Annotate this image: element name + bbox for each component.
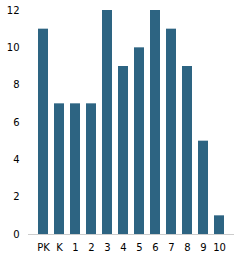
svg-text:7: 7	[168, 242, 174, 253]
svg-text:8: 8	[184, 242, 190, 253]
svg-text:2: 2	[13, 191, 19, 202]
svg-text:5: 5	[136, 242, 142, 253]
svg-text:3: 3	[104, 242, 110, 253]
svg-text:6: 6	[13, 117, 19, 128]
svg-text:9: 9	[200, 242, 206, 253]
svg-text:6: 6	[152, 242, 158, 253]
svg-text:1: 1	[72, 242, 78, 253]
svg-text:PK: PK	[37, 242, 50, 253]
svg-text:2: 2	[88, 242, 94, 253]
svg-text:10: 10	[7, 42, 20, 53]
svg-text:12: 12	[7, 5, 20, 16]
svg-text:K: K	[56, 242, 63, 253]
svg-text:4: 4	[13, 154, 19, 165]
svg-text:10: 10	[213, 242, 226, 253]
svg-text:0: 0	[13, 229, 19, 240]
svg-text:4: 4	[120, 242, 126, 253]
svg-text:8: 8	[13, 79, 19, 90]
